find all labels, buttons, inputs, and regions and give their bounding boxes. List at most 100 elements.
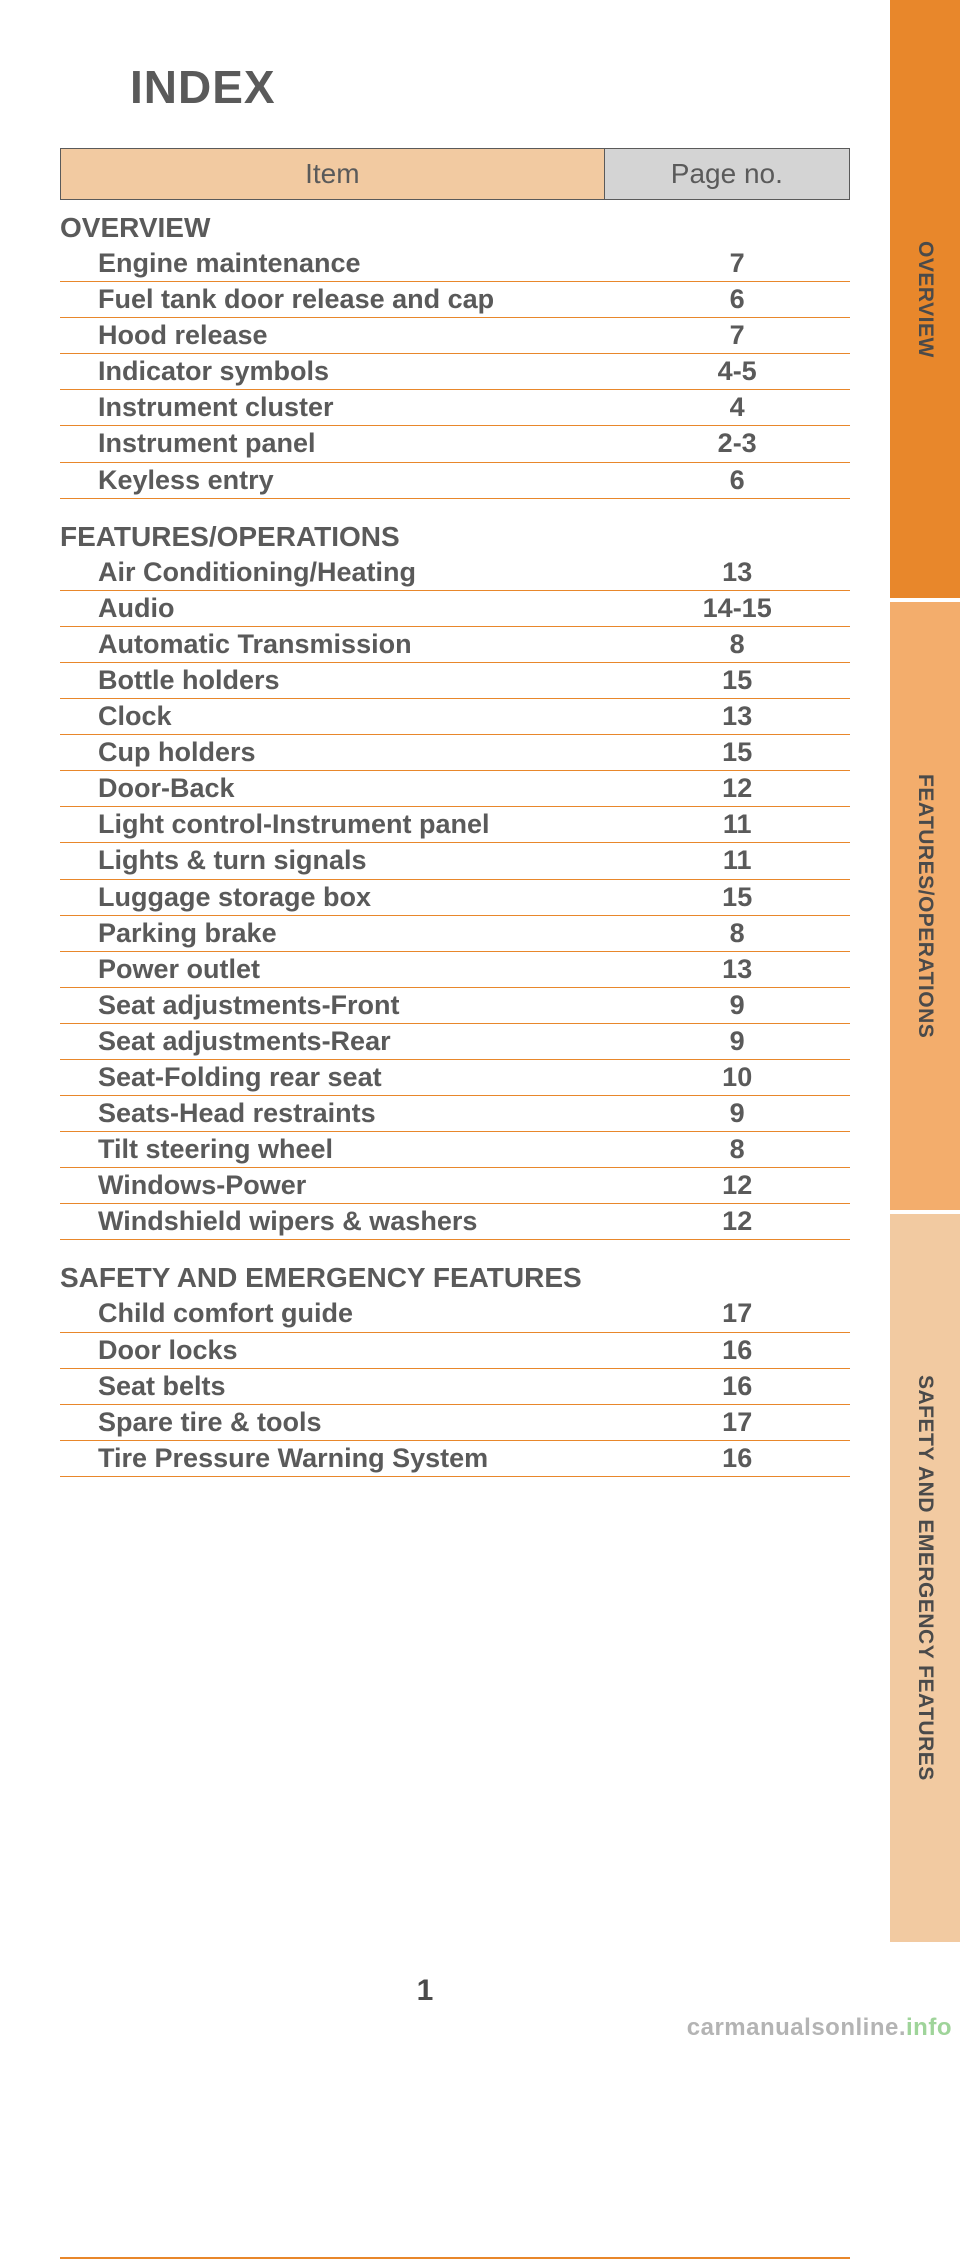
watermark-b: info (906, 2014, 952, 2041)
row-item: Seat adjustments-Front (98, 988, 624, 1023)
row-page: 13 (624, 952, 850, 987)
index-sections: OVERVIEWEngine maintenance7Fuel tank doo… (60, 212, 850, 1477)
row-page: 2-3 (624, 426, 850, 461)
header-page-col: Page no. (605, 149, 849, 199)
row-page: 8 (624, 916, 850, 951)
index-section: SAFETY AND EMERGENCY FEATURESChild comfo… (60, 1262, 850, 1476)
section-heading: FEATURES/OPERATIONS (60, 521, 850, 553)
row-page: 12 (624, 1168, 850, 1203)
table-row: Lights & turn signals11 (60, 843, 850, 879)
side-tabs: OVERVIEW FEATURES/OPERATIONS SAFETY AND … (890, 0, 960, 1942)
row-page: 12 (624, 771, 850, 806)
row-page: 11 (624, 807, 850, 842)
row-item: Door locks (98, 1333, 624, 1368)
row-page: 7 (624, 318, 850, 353)
row-page: 9 (624, 988, 850, 1023)
row-page: 15 (624, 880, 850, 915)
table-row: Seat-Folding rear seat10 (60, 1060, 850, 1096)
row-item: Instrument panel (98, 426, 624, 461)
row-item: Luggage storage box (98, 880, 624, 915)
table-row: Cup holders15 (60, 735, 850, 771)
row-item: Tilt steering wheel (98, 1132, 624, 1167)
tab-features[interactable]: FEATURES/OPERATIONS (890, 602, 960, 1214)
row-item: Seat adjustments-Rear (98, 1024, 624, 1059)
row-item: Power outlet (98, 952, 624, 987)
row-item: Parking brake (98, 916, 624, 951)
table-row: Tilt steering wheel8 (60, 1132, 850, 1168)
tab-overview[interactable]: OVERVIEW (890, 0, 960, 602)
row-item: Seat belts (98, 1369, 624, 1404)
table-row: Tire Pressure Warning System16 (60, 1441, 850, 1477)
row-item: Hood release (98, 318, 624, 353)
section-heading: SAFETY AND EMERGENCY FEATURES (60, 1262, 850, 1294)
row-page: 6 (624, 463, 850, 498)
row-page: 9 (624, 1096, 850, 1131)
row-item: Engine maintenance (98, 246, 624, 281)
table-row: Audio14-15 (60, 591, 850, 627)
table-row: Instrument cluster4 (60, 390, 850, 426)
row-page: 16 (624, 1333, 850, 1368)
row-item: Audio (98, 591, 624, 626)
row-page: 11 (624, 843, 850, 878)
row-page: 8 (624, 627, 850, 662)
row-item: Windows-Power (98, 1168, 624, 1203)
page-title: INDEX (130, 60, 960, 114)
row-page: 13 (624, 699, 850, 734)
row-page: 13 (624, 555, 850, 590)
index-section: OVERVIEWEngine maintenance7Fuel tank doo… (60, 212, 850, 499)
watermark: carmanualsonline.info (687, 2014, 952, 2042)
table-row: Seat adjustments-Rear9 (60, 1024, 850, 1060)
table-row: Parking brake8 (60, 916, 850, 952)
row-item: Seat-Folding rear seat (98, 1060, 624, 1095)
row-item: Spare tire & tools (98, 1405, 624, 1440)
table-row: Hood release7 (60, 318, 850, 354)
row-page: 14-15 (624, 591, 850, 626)
row-item: Instrument cluster (98, 390, 624, 425)
table-row: Windshield wipers & washers12 (60, 1204, 850, 1240)
row-page: 6 (624, 282, 850, 317)
row-page: 16 (624, 1369, 850, 1404)
table-row: Power outlet13 (60, 952, 850, 988)
row-page: 4-5 (624, 354, 850, 389)
row-page: 7 (624, 246, 850, 281)
table-row: Fuel tank door release and cap6 (60, 282, 850, 318)
row-page: 4 (624, 390, 850, 425)
table-row: Bottle holders15 (60, 663, 850, 699)
table-header: Item Page no. (60, 148, 850, 200)
table-row: Seat adjustments-Front9 (60, 988, 850, 1024)
table-row: Keyless entry6 (60, 463, 850, 499)
row-page: 15 (624, 735, 850, 770)
table-row: Air Conditioning/Heating13 (60, 555, 850, 591)
row-page: 16 (624, 1441, 850, 1476)
table-row: Light control-Instrument panel11 (60, 807, 850, 843)
row-item: Light control-Instrument panel (98, 807, 624, 842)
row-item: Cup holders (98, 735, 624, 770)
row-page: 10 (624, 1060, 850, 1095)
index-page: INDEX Item Page no. OVERVIEWEngine maint… (0, 0, 960, 2048)
table-row: Spare tire & tools17 (60, 1405, 850, 1441)
row-item: Bottle holders (98, 663, 624, 698)
table-row: Indicator symbols4-5 (60, 354, 850, 390)
row-page: 9 (624, 1024, 850, 1059)
table-row: Child comfort guide17 (60, 1296, 850, 1332)
section-heading: OVERVIEW (60, 212, 850, 244)
table-row: Door locks16 (60, 1333, 850, 1369)
row-page: 12 (624, 1204, 850, 1239)
row-item: Automatic Transmission (98, 627, 624, 662)
row-item: Tire Pressure Warning System (98, 1441, 624, 1476)
page-number: 1 (0, 1974, 850, 2008)
table-row: Automatic Transmission8 (60, 627, 850, 663)
row-item: Door-Back (98, 771, 624, 806)
table-row: Seats-Head restraints9 (60, 1096, 850, 1132)
row-item: Indicator symbols (98, 354, 624, 389)
row-item: Windshield wipers & washers (98, 1204, 624, 1239)
table-row: Instrument panel2-3 (60, 426, 850, 462)
tab-safety[interactable]: SAFETY AND EMERGENCY FEATURES (890, 1214, 960, 1942)
table-row: Engine maintenance7 (60, 246, 850, 282)
index-section: FEATURES/OPERATIONSAir Conditioning/Heat… (60, 521, 850, 1241)
table-row: Luggage storage box15 (60, 880, 850, 916)
table-row: Windows-Power12 (60, 1168, 850, 1204)
table-row: Seat belts16 (60, 1369, 850, 1405)
row-item: Keyless entry (98, 463, 624, 498)
row-page: 17 (624, 1405, 850, 1440)
